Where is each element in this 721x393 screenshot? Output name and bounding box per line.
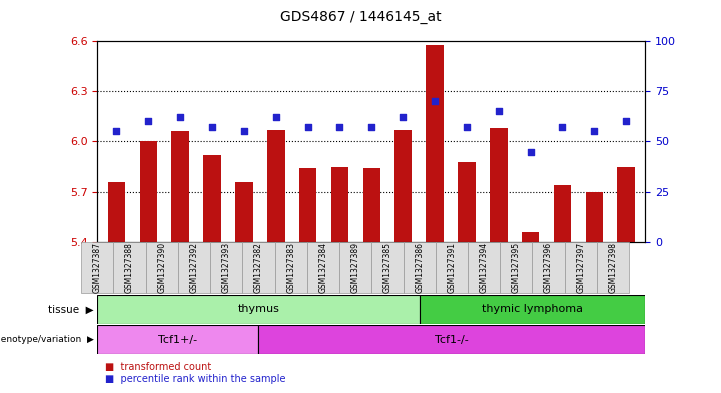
Text: GSM1327385: GSM1327385 (383, 242, 392, 293)
Bar (420, 295, 645, 324)
Point (588, 128, 600, 134)
Text: GSM1327391: GSM1327391 (448, 242, 456, 293)
Point (429, 98, 441, 105)
Point (206, 124, 218, 130)
Bar (203, 155, 221, 242)
Bar (554, 185, 571, 242)
Text: GSM1327384: GSM1327384 (319, 242, 327, 293)
Bar (585, 191, 603, 242)
Bar (331, 167, 348, 242)
Bar (363, 168, 380, 242)
Bar (235, 182, 252, 242)
Text: Tcf1+/-: Tcf1+/- (159, 335, 198, 345)
Point (493, 108, 505, 114)
Text: thymic lymphoma: thymic lymphoma (482, 305, 583, 314)
Bar (426, 44, 444, 242)
Bar (490, 128, 508, 242)
Bar (394, 130, 412, 242)
Text: ■  transformed count: ■ transformed count (105, 362, 211, 372)
Bar (140, 141, 157, 242)
Point (461, 124, 473, 130)
Text: GSM1327396: GSM1327396 (544, 242, 553, 293)
Text: GSM1327397: GSM1327397 (576, 242, 585, 293)
Bar (298, 168, 317, 242)
Bar (267, 130, 285, 242)
Point (557, 124, 568, 130)
Point (111, 128, 123, 134)
Text: GSM1327387: GSM1327387 (93, 242, 102, 293)
Text: thymus: thymus (237, 305, 280, 314)
Bar (522, 231, 539, 242)
Point (238, 128, 249, 134)
Text: GSM1327382: GSM1327382 (254, 242, 263, 293)
Text: GSM1327389: GSM1327389 (350, 242, 360, 293)
Text: GSM1327398: GSM1327398 (609, 242, 618, 293)
Text: GSM1327383: GSM1327383 (286, 242, 295, 293)
Point (302, 124, 314, 130)
Text: Tcf1-/-: Tcf1-/- (435, 335, 469, 345)
Point (620, 118, 632, 125)
Text: GDS4867 / 1446145_at: GDS4867 / 1446145_at (280, 10, 441, 24)
Bar (617, 167, 635, 242)
Text: GSM1327393: GSM1327393 (222, 242, 231, 293)
Point (334, 124, 345, 130)
Point (174, 114, 186, 121)
Text: GSM1327394: GSM1327394 (479, 242, 489, 293)
Point (270, 114, 281, 121)
Text: GSM1327392: GSM1327392 (190, 242, 198, 293)
Bar (259, 325, 645, 354)
Bar (458, 162, 476, 242)
Bar (97, 295, 420, 324)
Point (525, 148, 536, 154)
Bar (97, 325, 259, 354)
Text: ■  percentile rank within the sample: ■ percentile rank within the sample (105, 374, 285, 384)
Text: GSM1327395: GSM1327395 (512, 242, 521, 293)
Text: GSM1327388: GSM1327388 (125, 242, 134, 293)
Text: genotype/variation  ▶: genotype/variation ▶ (0, 335, 94, 344)
Bar (172, 131, 189, 242)
Point (366, 124, 377, 130)
Point (397, 114, 409, 121)
Text: GSM1327386: GSM1327386 (415, 242, 424, 293)
Text: tissue  ▶: tissue ▶ (48, 305, 94, 314)
Text: GSM1327390: GSM1327390 (157, 242, 167, 293)
Bar (107, 182, 125, 242)
Point (143, 118, 154, 125)
